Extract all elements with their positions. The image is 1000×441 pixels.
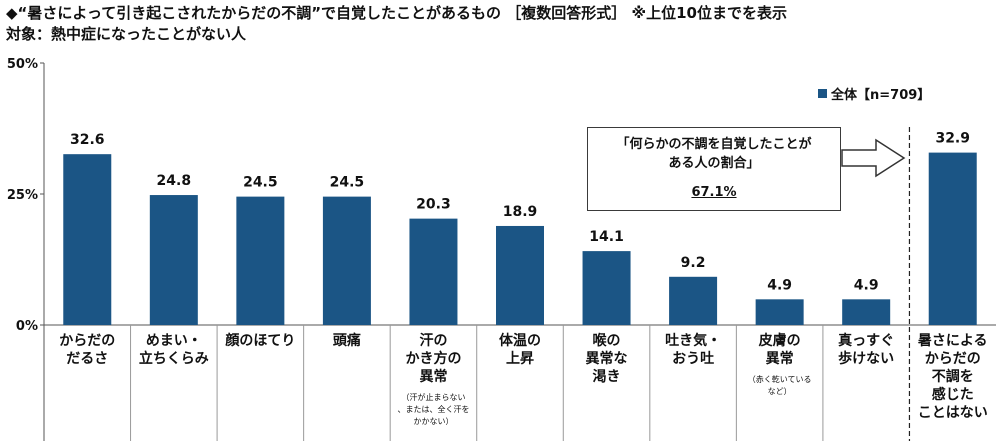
callout-text: 「何らかの不調を自覚したことが ある人の割合」 [616, 137, 812, 171]
bar [322, 196, 371, 325]
data-label: 14.1 [589, 229, 624, 245]
arrow-shape [841, 138, 906, 178]
data-label: 9.2 [681, 255, 706, 271]
chart-subtitle: 対象：熱中症になったことがない人 [6, 25, 247, 43]
x-tick-label: 喉の異常な渇き [586, 332, 628, 385]
callout-value: 67.1% [691, 185, 737, 200]
x-tick-label: 吐き気・おう吐 [665, 332, 721, 367]
data-label: 4.9 [854, 277, 879, 293]
data-label: 18.9 [503, 204, 538, 220]
data-label: 24.5 [243, 175, 278, 191]
bar [755, 299, 804, 325]
bar [669, 276, 718, 325]
legend-label: 全体【n=709】 [831, 88, 931, 103]
chart-title: ◆“暑さによって引き起こされたからだの不調”で自覚したことがあるもの ［複数回答… [6, 4, 787, 22]
bar [409, 218, 458, 325]
data-label: 24.5 [330, 175, 365, 191]
data-label: 24.8 [157, 173, 192, 189]
x-tick-label: 頭痛 [333, 332, 361, 349]
y-tick-label: 50% [7, 57, 38, 72]
legend: 全体【n=709】 [818, 84, 930, 103]
bar [496, 225, 544, 325]
bar [928, 152, 977, 325]
data-label: 4.9 [767, 277, 792, 293]
x-tick-label: 体温の上昇 [499, 332, 541, 367]
x-tick-note: （赤く乾いているなど） [748, 374, 812, 396]
x-tick-label: からだのだるさ [59, 333, 115, 367]
legend-swatch [818, 89, 827, 98]
y-tick-label: 25% [7, 188, 38, 203]
bar [842, 299, 891, 325]
data-label: 20.3 [416, 197, 451, 213]
x-tick-label: 真っすぐ歩けない [838, 332, 894, 367]
callout-box: 「何らかの不調を自覚したことが ある人の割合」 67.1% [587, 127, 841, 211]
bar [149, 195, 198, 325]
bar [582, 251, 631, 325]
data-label: 32.9 [935, 131, 970, 147]
x-tick-note: （汗が止まらない、または、全く汗をかかない） [397, 392, 469, 426]
x-tick-label: 皮膚の異常 [758, 332, 801, 367]
x-tick-label: めまい・立ちくらみ [139, 333, 209, 367]
y-tick-label: 0% [16, 319, 38, 334]
bar [236, 196, 285, 325]
data-label: 32.6 [70, 132, 105, 148]
bar [63, 154, 112, 325]
x-tick-label: 顔のほてり [224, 332, 295, 349]
x-tick-label: 暑さによるからだの不調を感じたことはない [918, 333, 988, 421]
x-tick-label: 汗のかき方の異常 [405, 332, 461, 385]
